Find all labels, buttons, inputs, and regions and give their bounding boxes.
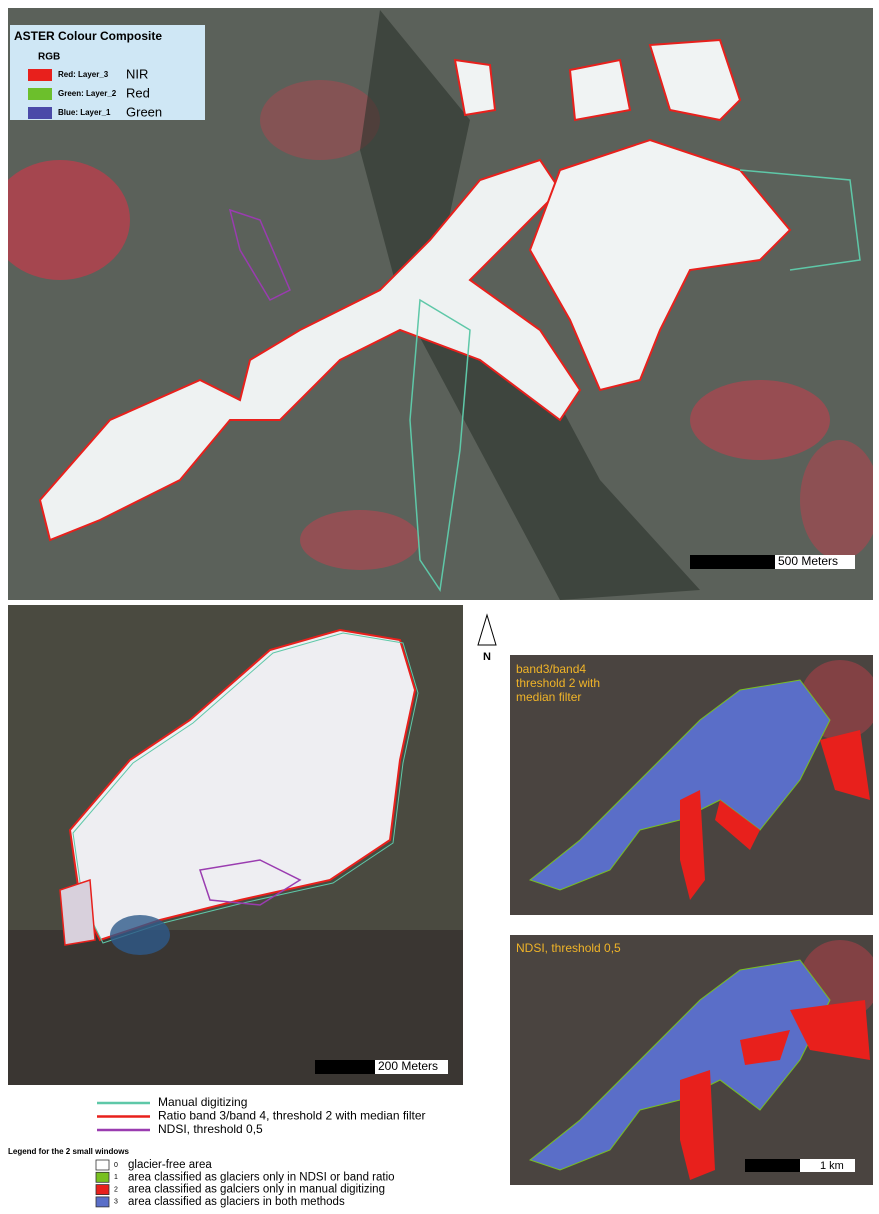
class-swatch <box>96 1160 109 1170</box>
band-name: NIR <box>126 66 148 81</box>
small-map-label: threshold 2 with <box>516 676 600 690</box>
detail-map <box>8 605 463 1085</box>
small-map-label: median filter <box>516 690 581 704</box>
class-code: 1 <box>114 1174 118 1181</box>
north-label: N <box>483 651 491 663</box>
band-layer: Green: Layer_2 <box>58 89 117 98</box>
class-code: 3 <box>114 1199 118 1206</box>
small-map <box>510 935 879 1185</box>
class-label: area classified as galciers only in manu… <box>128 1184 385 1196</box>
class-legend-title: Legend for the 2 small windows <box>8 1147 129 1156</box>
band-legend: Red: Layer_3 NIR Green: Layer_2 Red Blue: La… <box>28 66 162 119</box>
scale-bar-label: 500 Meters <box>778 554 838 568</box>
north-arrow <box>478 615 496 645</box>
glacier-outline <box>570 60 630 120</box>
vegetation-patch <box>300 510 420 570</box>
glacier-outline <box>60 880 95 945</box>
scale-bar <box>315 1060 375 1074</box>
small-map-label: band3/band4 <box>516 662 586 676</box>
band-swatch <box>28 69 52 81</box>
class-swatch <box>96 1172 109 1182</box>
band-layer: Blue: Layer_1 <box>58 108 111 117</box>
class-label: glacier-free area <box>128 1159 212 1171</box>
class-legend: 0 glacier-free area 1 area classified as gl… <box>96 1159 395 1208</box>
legend-label: Manual digitizing <box>158 1095 247 1109</box>
legend-label: Ratio band 3/band 4, threshold 2 with me… <box>158 1109 426 1123</box>
legend-subtitle: RGB <box>38 52 60 63</box>
legend-title: ASTER Colour Composite <box>14 29 162 43</box>
class-swatch <box>96 1185 109 1195</box>
band-swatch <box>28 107 52 119</box>
water-patch <box>110 915 170 955</box>
class-code: 0 <box>114 1162 118 1169</box>
class-code: 2 <box>114 1186 118 1193</box>
class-label: area classified as glaciers in both meth… <box>128 1196 345 1208</box>
scale-bar-label: 200 Meters <box>378 1059 438 1073</box>
class-label: area classified as glaciers only in NDSI… <box>128 1171 395 1183</box>
vegetation-patch <box>690 380 830 460</box>
scale-bar <box>745 1159 800 1172</box>
figure: ASTER Colour Composite RGB Red: Layer_3 N… <box>0 0 879 1209</box>
legend-label: NDSI, threshold 0,5 <box>158 1122 263 1136</box>
band-name: Green <box>126 104 162 119</box>
band-swatch <box>28 88 52 100</box>
page: {"main_map": {"legend_title": "ASTER Col… <box>0 0 879 1209</box>
band-layer: Red: Layer_3 <box>58 70 109 79</box>
vegetation-patch <box>800 440 879 560</box>
class-swatch <box>96 1197 109 1207</box>
band-name: Red <box>126 85 150 100</box>
scale-bar <box>690 555 775 569</box>
small-map-label: NDSI, threshold 0,5 <box>516 941 621 955</box>
scale-bar-label: 1 km <box>820 1160 844 1172</box>
